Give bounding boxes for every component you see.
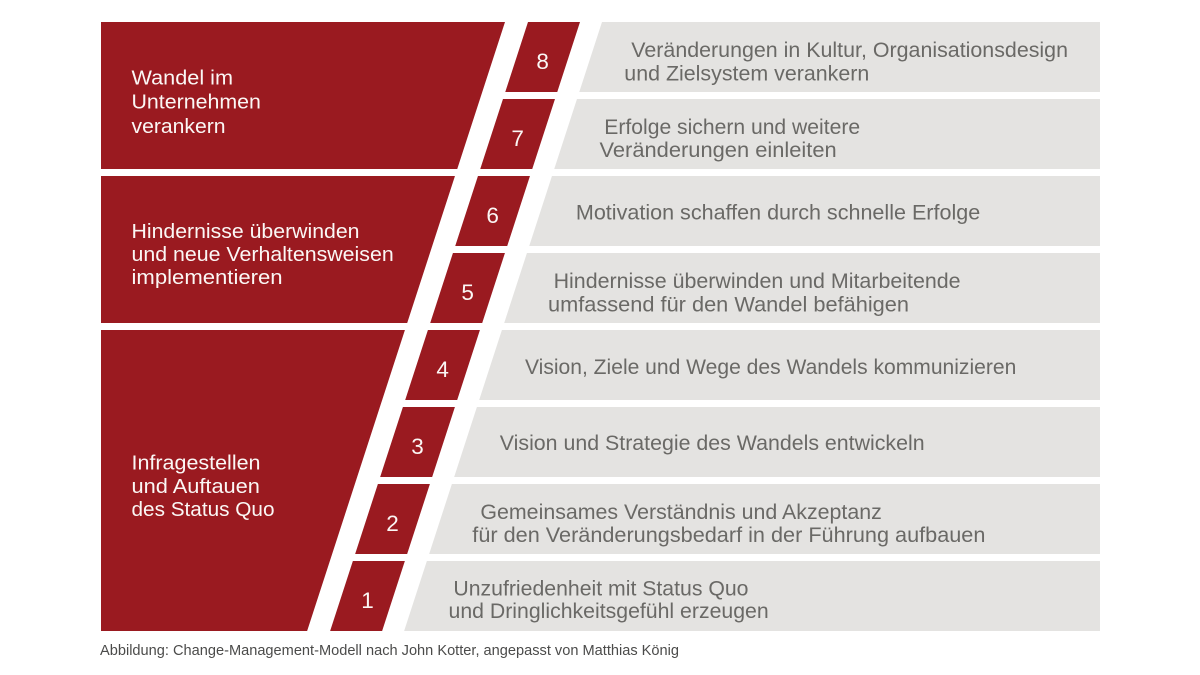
svg-text:5: 5: [461, 280, 474, 305]
svg-text:8: 8: [536, 49, 549, 74]
svg-text:Abbildung: Change-Management-M: Abbildung: Change-Management-Modell nach…: [100, 642, 679, 659]
svg-text:verankern: verankern: [132, 116, 226, 138]
svg-text:Unternehmen: Unternehmen: [132, 92, 261, 114]
svg-text:2: 2: [386, 511, 399, 536]
svg-text:Gemeinsames Verständnis und Ak: Gemeinsames Verständnis und Akzeptanz: [480, 501, 881, 524]
svg-text:Veränderungen einleiten: Veränderungen einleiten: [600, 139, 837, 162]
svg-text:Infragestellen: Infragestellen: [132, 453, 261, 475]
svg-text:Wandel im: Wandel im: [132, 67, 234, 89]
svg-text:6: 6: [486, 203, 499, 228]
svg-text:des Status Quo: des Status Quo: [132, 499, 275, 521]
svg-text:Vision und Strategie des Wande: Vision und Strategie des Wandels entwick…: [500, 432, 925, 455]
svg-text:für den Veränderungsbedarf in: für den Veränderungsbedarf in der Führun…: [472, 524, 985, 547]
svg-text:1: 1: [361, 588, 374, 613]
svg-text:und Dringlichkeitsgefühl erzeu: und Dringlichkeitsgefühl erzeugen: [449, 600, 769, 623]
svg-text:3: 3: [411, 434, 424, 459]
svg-text:umfassend für den Wandel befäh: umfassend für den Wandel befähigen: [548, 293, 909, 316]
svg-text:Motivation schaffen durch schn: Motivation schaffen durch schnelle Erfol…: [576, 201, 980, 224]
svg-text:7: 7: [511, 126, 524, 151]
svg-text:Hindernisse überwinden und Mit: Hindernisse überwinden und Mitarbeitende: [554, 270, 961, 293]
svg-text:und Zielsystem verankern: und Zielsystem verankern: [624, 63, 869, 86]
svg-text:Unzufriedenheit mit Status Quo: Unzufriedenheit mit Status Quo: [453, 578, 748, 601]
svg-text:und neue Verhaltensweisen: und neue Verhaltensweisen: [132, 244, 394, 266]
svg-text:Erfolge sichern und weitere: Erfolge sichern und weitere: [604, 116, 860, 139]
svg-text:Hindernisse überwinden: Hindernisse überwinden: [132, 221, 360, 243]
svg-text:4: 4: [436, 357, 449, 382]
svg-text:und Auftauen: und Auftauen: [132, 476, 260, 498]
svg-text:Vision, Ziele und Wege des Wan: Vision, Ziele und Wege des Wandels kommu…: [525, 356, 1016, 379]
svg-text:implementieren: implementieren: [132, 267, 283, 289]
svg-text:Veränderungen in Kultur, Organ: Veränderungen in Kultur, Organisationsde…: [631, 39, 1068, 62]
